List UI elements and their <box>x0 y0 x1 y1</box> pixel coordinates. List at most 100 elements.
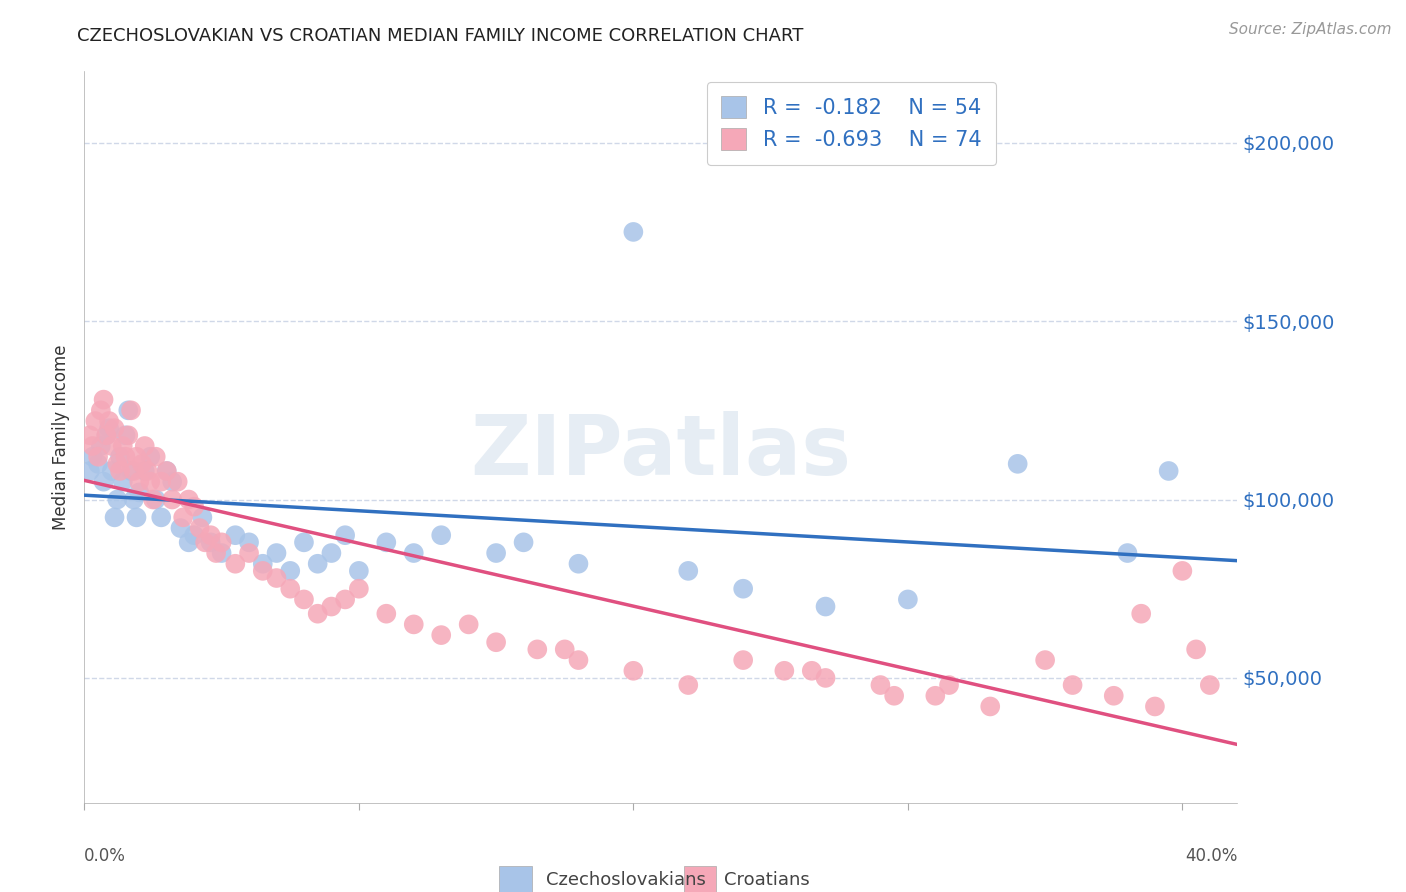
Point <box>125 450 148 464</box>
Point <box>122 464 145 478</box>
Point <box>1157 464 1180 478</box>
Text: CZECHOSLOVAKIAN VS CROATIAN MEDIAN FAMILY INCOME CORRELATION CHART: CZECHOSLOVAKIAN VS CROATIAN MEDIAN FAMIL… <box>77 27 804 45</box>
Point <box>128 485 150 500</box>
Point <box>177 535 200 549</box>
Text: ZIPatlas: ZIPatlas <box>471 411 851 492</box>
Point <box>82 450 104 464</box>
Point <box>375 535 398 549</box>
Point <box>183 500 205 514</box>
Point <box>266 571 288 585</box>
Point <box>105 492 128 507</box>
Point <box>292 535 315 549</box>
Point <box>252 557 274 571</box>
Point <box>191 510 214 524</box>
Point <box>678 678 700 692</box>
Point <box>122 492 145 507</box>
Point <box>307 607 329 621</box>
Point <box>278 582 301 596</box>
Point <box>90 439 112 453</box>
Point <box>402 546 425 560</box>
Point <box>567 653 589 667</box>
Point <box>156 464 179 478</box>
Point <box>1062 678 1084 692</box>
Point <box>205 546 228 560</box>
Point <box>125 510 148 524</box>
Point <box>1116 546 1139 560</box>
Point <box>814 599 837 614</box>
Point <box>120 464 142 478</box>
Point <box>773 664 796 678</box>
Point <box>111 475 134 489</box>
Point <box>800 664 823 678</box>
Point <box>131 457 153 471</box>
Point <box>136 464 159 478</box>
Point <box>224 557 246 571</box>
Point <box>238 546 260 560</box>
Point <box>166 475 188 489</box>
Point <box>526 642 548 657</box>
Point <box>194 535 217 549</box>
Point <box>678 564 700 578</box>
Point <box>347 582 370 596</box>
Point <box>1007 457 1029 471</box>
Text: Source: ZipAtlas.com: Source: ZipAtlas.com <box>1229 22 1392 37</box>
Point <box>139 450 162 464</box>
Point <box>347 564 370 578</box>
Point <box>883 689 905 703</box>
Point <box>82 439 104 453</box>
Point <box>177 492 200 507</box>
Point <box>897 592 920 607</box>
Point <box>333 592 356 607</box>
Point <box>333 528 356 542</box>
Point <box>103 421 125 435</box>
Point <box>485 546 508 560</box>
Point <box>869 678 891 692</box>
Point <box>145 450 167 464</box>
Legend: R =  -0.182    N = 54, R =  -0.693    N = 74: R = -0.182 N = 54, R = -0.693 N = 74 <box>707 82 997 165</box>
Point <box>101 439 124 453</box>
Point <box>321 599 343 614</box>
Point <box>93 392 115 407</box>
Point <box>120 403 142 417</box>
Point <box>224 528 246 542</box>
Point <box>160 492 183 507</box>
Point <box>979 699 1001 714</box>
Point <box>139 475 162 489</box>
Point <box>1171 564 1194 578</box>
Point <box>145 492 167 507</box>
Point <box>150 475 173 489</box>
Point <box>93 475 115 489</box>
Point <box>1033 653 1056 667</box>
Point <box>307 557 329 571</box>
Point <box>733 582 755 596</box>
Point <box>238 535 260 549</box>
Point <box>211 535 233 549</box>
Point <box>114 428 136 442</box>
Point <box>457 617 479 632</box>
Point <box>292 592 315 607</box>
Point <box>142 492 165 507</box>
Point <box>188 521 211 535</box>
Point <box>1198 678 1220 692</box>
Point <box>402 617 425 632</box>
Point <box>278 564 301 578</box>
Point <box>1102 689 1125 703</box>
Point <box>567 557 589 571</box>
Point <box>938 678 960 692</box>
Text: 0.0%: 0.0% <box>84 847 127 864</box>
Point <box>101 464 124 478</box>
Point <box>79 464 101 478</box>
Point <box>430 628 453 642</box>
Point <box>134 439 156 453</box>
Point <box>621 225 644 239</box>
Text: Croatians: Croatians <box>724 871 810 889</box>
Point <box>96 428 118 442</box>
Point <box>1185 642 1208 657</box>
Text: Czechoslovakians: Czechoslovakians <box>546 871 706 889</box>
Point <box>114 450 136 464</box>
Point <box>156 464 179 478</box>
Point <box>430 528 453 542</box>
Point <box>108 464 131 478</box>
Point <box>924 689 946 703</box>
Point <box>169 521 191 535</box>
